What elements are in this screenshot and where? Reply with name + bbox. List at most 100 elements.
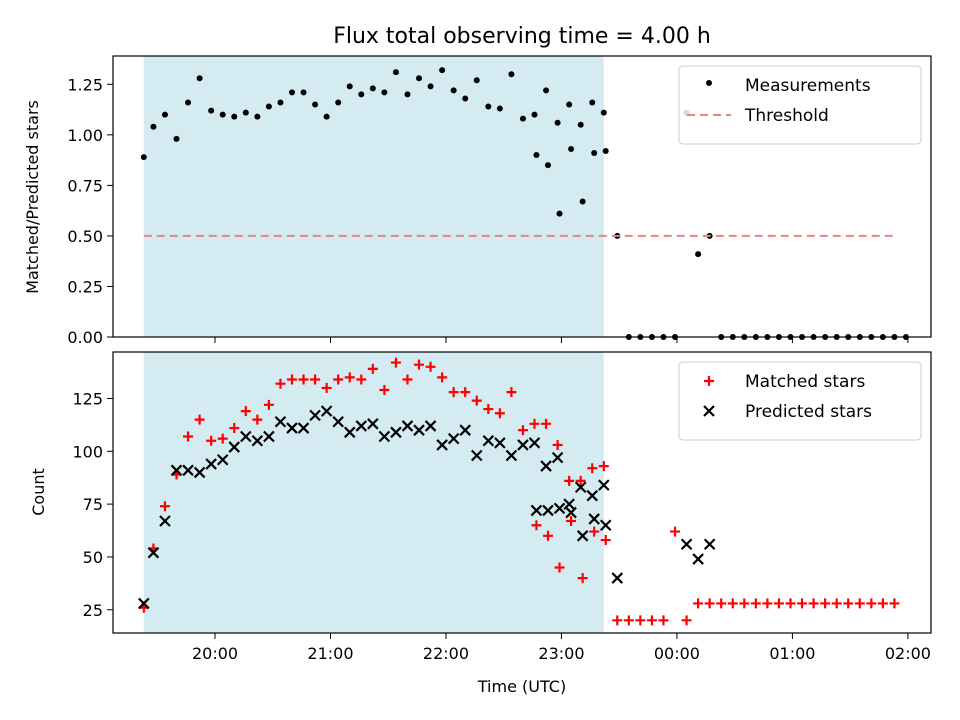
matched-star-point (529, 418, 540, 429)
predicted-star-point (586, 489, 599, 502)
x-axis-label: Time (UTC) (477, 677, 566, 696)
matched-star-point (566, 516, 577, 527)
predicted-star-point (320, 405, 333, 417)
bottom-y-axis-label: Count (29, 468, 48, 516)
predicted-star-point (553, 502, 566, 515)
predicted-star-point (274, 415, 287, 428)
matched-star-point (681, 615, 692, 626)
top-y-tick-label: 1.25 (67, 75, 103, 94)
bottom-y-tick-label: 125 (72, 389, 103, 408)
x-tick-label: 01:00 (769, 644, 815, 663)
measurement-point (404, 91, 411, 98)
x-tick-label: 21:00 (307, 644, 353, 663)
bottom-panel: 25 50 75 100 125 20:00 21:00 22:00 23:00 00:00 01:… (72, 351, 932, 663)
predicted-star-point (680, 538, 693, 551)
predicted-star-point (401, 420, 414, 432)
measurement-point (589, 99, 596, 106)
matched-star-point (727, 598, 738, 609)
matched-star-point (866, 598, 877, 609)
matched-star-point (437, 372, 448, 383)
measurement-point (161, 111, 168, 118)
matched-star-point (159, 501, 170, 512)
matched-star-point (612, 615, 623, 626)
predicted-star-point (588, 513, 600, 525)
matched-star-point (797, 598, 808, 609)
x-tick-label: 22:00 (423, 644, 469, 663)
matched-star-point (623, 615, 634, 626)
bottom-series-predicted-stars (138, 405, 716, 610)
matched-star-point (217, 433, 228, 444)
predicted-star-point (355, 420, 368, 432)
matched-star-point (252, 414, 263, 425)
measurement-point (185, 99, 192, 106)
legend-box (678, 361, 922, 441)
matched-star-point (194, 414, 205, 425)
matched-star-point (206, 435, 217, 446)
legend-marker-plus (704, 376, 714, 386)
bottom-observing-window (143, 352, 604, 633)
bottom-y-tick-label: 50 (83, 548, 103, 567)
matched-star-point (542, 530, 553, 541)
matched-star-point (635, 615, 646, 626)
matched-star-point (589, 526, 600, 537)
matched-star-point (750, 598, 761, 609)
matched-star-point (739, 598, 750, 609)
matched-star-point (402, 374, 413, 385)
predicted-star-point (170, 464, 183, 477)
matched-star-point (298, 374, 309, 385)
measurement-point (473, 77, 480, 84)
matched-star-point (831, 598, 842, 609)
measurement-point (450, 87, 457, 94)
legend-marker-x (703, 405, 715, 417)
predicted-star-point (251, 434, 264, 447)
predicted-star-point (424, 420, 437, 432)
matched-star-point (379, 385, 390, 396)
legend-marker-dot (706, 80, 712, 86)
matched-star-point (693, 598, 704, 609)
measurement-point (531, 111, 538, 118)
matched-star-point (577, 573, 588, 584)
matched-star-point (344, 372, 355, 383)
matched-star-point (716, 598, 727, 609)
legend-label: Threshold (744, 106, 829, 126)
predicted-star-point (611, 572, 624, 584)
matched-star-point (229, 423, 240, 434)
matched-star-point (414, 359, 425, 370)
matched-star-point (670, 526, 681, 537)
predicted-star-point (390, 426, 402, 439)
predicted-star-point (692, 553, 704, 565)
predicted-star-point (286, 422, 298, 434)
legend-box (678, 65, 922, 145)
predicted-star-point (159, 515, 171, 527)
predicted-star-point (297, 422, 310, 434)
predicted-star-point (459, 424, 471, 436)
predicted-star-point (436, 439, 448, 451)
predicted-star-point (505, 449, 518, 462)
predicted-star-point (343, 426, 356, 439)
measurement-point (254, 113, 261, 120)
predicted-star-point (576, 530, 589, 542)
matched-star-point (877, 598, 888, 609)
predicted-star-point (193, 466, 206, 479)
bottom-y-tick-label: 75 (83, 495, 103, 514)
predicted-star-point (413, 424, 425, 436)
measurement-point (150, 123, 157, 130)
matched-star-point (333, 374, 344, 385)
measurement-point (556, 210, 563, 217)
predicted-star-point (309, 409, 321, 422)
measurement-point (568, 145, 575, 152)
matched-star-point (889, 598, 900, 609)
x-tick-label: 02:00 (885, 644, 931, 663)
predicted-star-point (565, 506, 577, 519)
bottom-axes-frame (112, 351, 932, 634)
matched-star-point (552, 439, 563, 450)
matched-star-point (425, 361, 436, 372)
matched-star-point (600, 535, 611, 546)
measurement-point (265, 103, 272, 110)
measurement-point (695, 251, 702, 258)
top-y-tick-label: 0.50 (67, 227, 103, 246)
matched-star-point (448, 387, 459, 398)
top-y-tick-label: 0.25 (67, 277, 103, 296)
bottom-y-tick-label: 100 (72, 442, 103, 461)
